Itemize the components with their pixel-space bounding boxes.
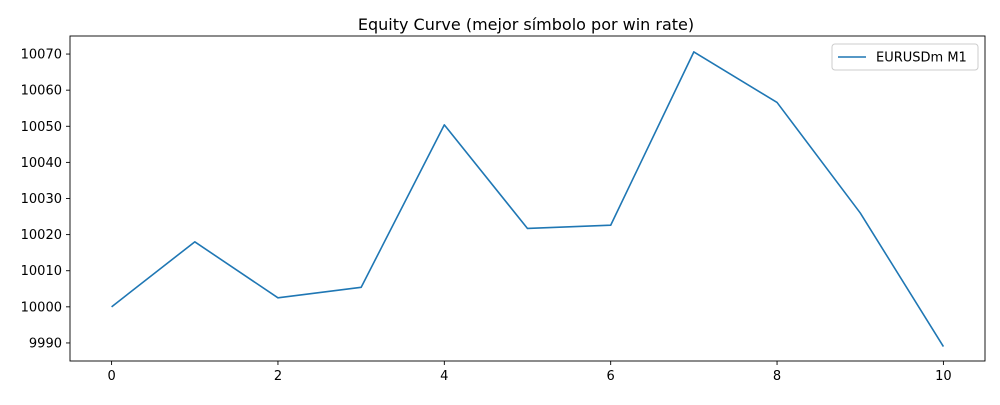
axes: 0 2 4 6 8 10 9990 10000 10010 10020 10030 10040 1005…: [21, 35, 986, 384]
plot-area: [111, 51, 945, 347]
y-tick-label: 10010: [21, 264, 62, 279]
y-tick-label: 10020: [21, 228, 62, 243]
y-tick-label: 10070: [21, 48, 62, 63]
x-tick-label: 6: [607, 369, 615, 384]
y-tick-label: 9990: [29, 336, 62, 351]
y-tick-label: 10060: [21, 84, 62, 99]
axes-frame: [69, 35, 986, 362]
y-tick-label: 10050: [21, 120, 62, 135]
x-tick-label: 10: [935, 369, 952, 384]
y-tick-label: 10000: [21, 300, 62, 315]
chart-title: Equity Curve (mejor símbolo por win rate…: [358, 15, 694, 34]
legend-box: [831, 43, 979, 71]
x-tick-label: 2: [274, 369, 282, 384]
x-tick-label: 4: [440, 369, 448, 384]
series-line-0: [111, 51, 945, 347]
y-tick-label: 10030: [21, 192, 62, 207]
x-tick-label: 0: [107, 369, 115, 384]
x-tick-label: 8: [773, 369, 781, 384]
legend: EURUSDm M1: [831, 43, 979, 71]
y-tick-label: 10040: [21, 156, 62, 171]
legend-label: EURUSDm M1: [876, 51, 967, 66]
